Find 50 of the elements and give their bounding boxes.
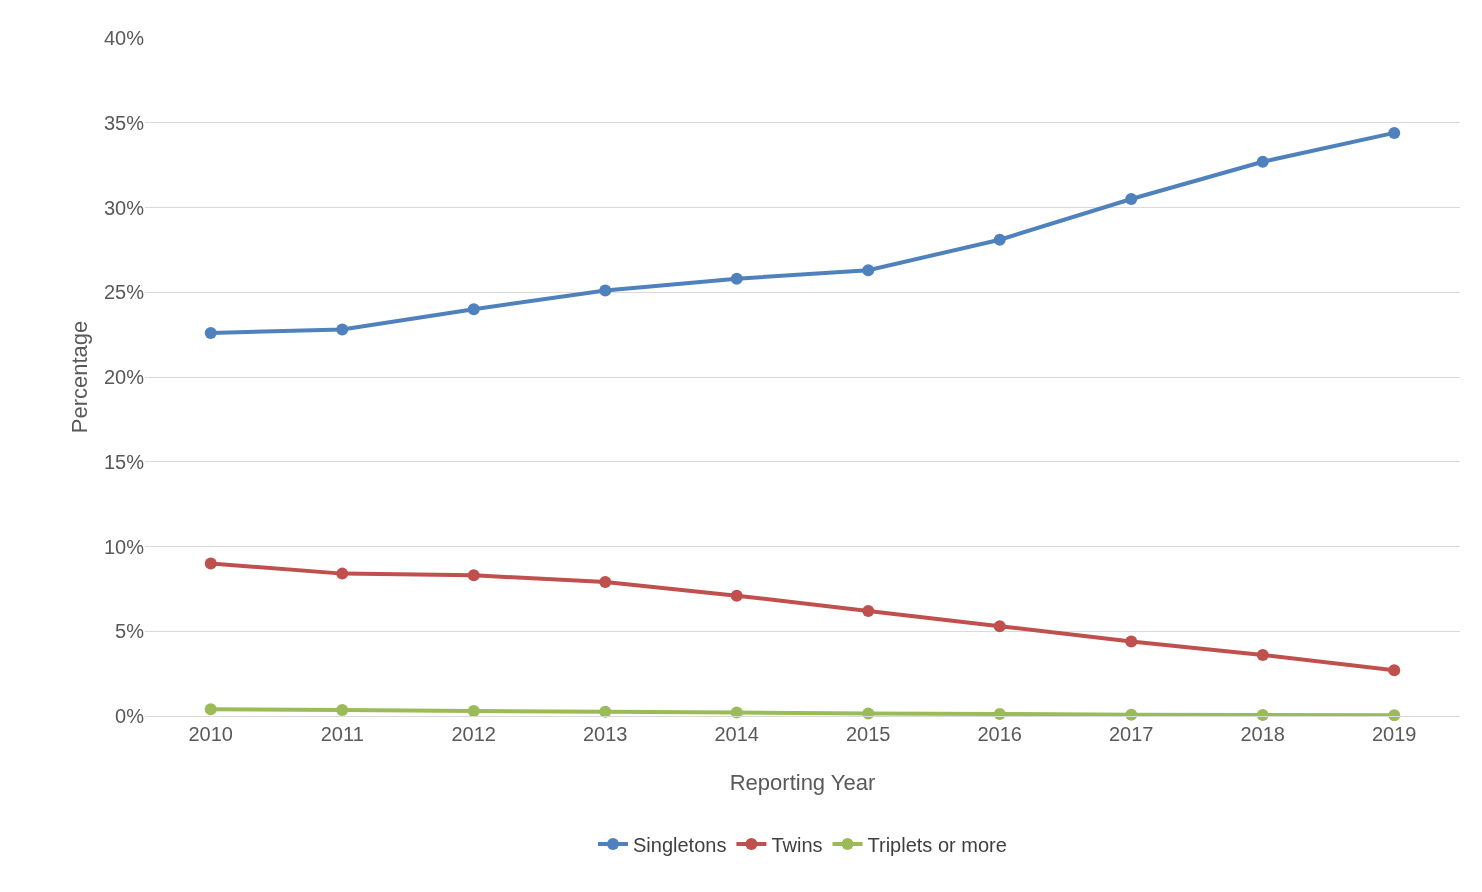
point (1388, 126, 1401, 139)
point (599, 576, 612, 589)
y-tick-label: 35% (103, 111, 145, 134)
x-tick-label: 2011 (320, 723, 364, 745)
y-tick-label: 30% (103, 196, 145, 219)
point (993, 620, 1006, 633)
point (1256, 155, 1269, 168)
point (599, 705, 612, 718)
x-tick-label: 2016 (977, 723, 1022, 745)
point (204, 557, 217, 570)
y-tick-label: 10% (103, 535, 145, 558)
x-tick-label: 2012 (451, 723, 496, 745)
x-tick-label: 2014 (714, 723, 759, 745)
legend-label: Twins (771, 833, 823, 856)
x-tick-label: 2019 (1372, 723, 1417, 745)
x-tick-label: 2015 (846, 723, 891, 745)
y-axis-title: Percentage (66, 320, 92, 434)
point (1388, 664, 1401, 677)
y-tick-label: 15% (103, 450, 145, 473)
point (467, 704, 480, 717)
y-tick-label: 25% (103, 281, 145, 304)
point (1256, 648, 1269, 661)
y-tick-label: 20% (103, 366, 145, 388)
point (1125, 193, 1138, 206)
point (599, 284, 612, 297)
x-tick-label: 2017 (1109, 723, 1154, 745)
point (204, 326, 217, 339)
x-axis-title: Reporting Year (729, 769, 876, 795)
point (862, 604, 875, 617)
point (1256, 708, 1269, 721)
legend-label: Singletons (633, 833, 727, 856)
point (467, 303, 480, 316)
x-tick-label: 2013 (583, 723, 628, 745)
x-tick-label: 2018 (1240, 723, 1285, 745)
x-tick-label: 2010 (188, 723, 233, 745)
point (204, 703, 217, 716)
point (993, 707, 1006, 720)
point (336, 567, 349, 580)
y-tick-label: 40% (103, 27, 145, 49)
y-tick-label: 5% (115, 620, 145, 643)
point (1125, 635, 1138, 648)
point (862, 264, 875, 277)
point (730, 272, 743, 285)
point (730, 589, 743, 602)
legend-label: Triplets or more (867, 833, 1007, 856)
point (336, 704, 349, 717)
point (467, 569, 480, 582)
y-tick-label: 0% (115, 705, 145, 727)
point (993, 233, 1006, 246)
point (336, 323, 349, 336)
